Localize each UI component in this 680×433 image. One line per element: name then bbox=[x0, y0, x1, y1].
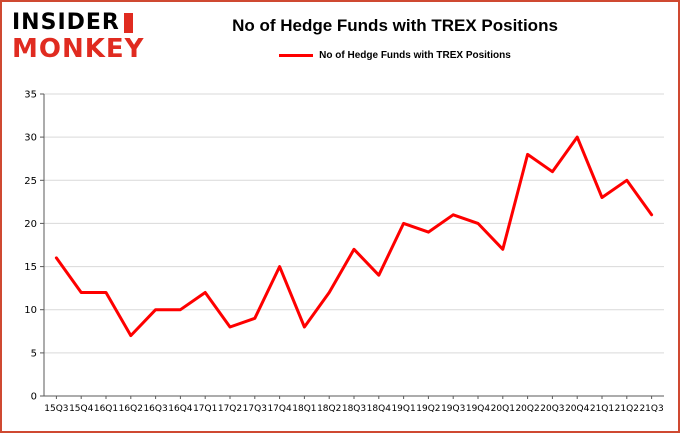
chart-title: No of Hedge Funds with TREX Positions bbox=[232, 16, 558, 35]
y-tick-label: 30 bbox=[24, 133, 37, 144]
chart-header: INSIDER MONKEY No of Hedge Funds with TR… bbox=[2, 2, 678, 84]
x-tick-label: 18Q3 bbox=[342, 404, 366, 414]
series-line bbox=[54, 135, 654, 338]
x-tick-label: 19Q3 bbox=[441, 404, 465, 414]
y-tick-label: 20 bbox=[24, 219, 37, 230]
x-tick-label: 21Q1 bbox=[590, 404, 614, 414]
x-tick-label: 17Q2 bbox=[218, 404, 242, 414]
x-tick-label: 15Q3 bbox=[44, 404, 68, 414]
logo-red-bar-icon bbox=[123, 13, 133, 33]
logo-text-monkey: MONKEY bbox=[12, 34, 145, 64]
y-tick-label: 15 bbox=[24, 262, 37, 273]
y-tick-label: 5 bbox=[31, 348, 37, 359]
x-tick-label: 18Q2 bbox=[317, 404, 341, 414]
x-tick-label: 18Q4 bbox=[367, 404, 392, 414]
x-tick-label: 16Q4 bbox=[168, 404, 193, 414]
logo-text-insider: INSIDER bbox=[12, 10, 120, 35]
y-tick-label: 0 bbox=[31, 392, 37, 403]
legend-label: No of Hedge Funds with TREX Positions bbox=[319, 50, 511, 61]
x-tick-label: 21Q3 bbox=[639, 404, 663, 414]
x-tick-label: 19Q4 bbox=[466, 404, 491, 414]
line-chart: 0 5 10 15 20 25 30 35 15Q3 15Q4 16Q1 16Q2 16Q3 16Q4 17… bbox=[8, 86, 674, 430]
x-tick-label: 15Q4 bbox=[69, 404, 94, 414]
x-tick-label: 16Q1 bbox=[94, 404, 118, 414]
x-tick-label: 20Q4 bbox=[565, 404, 590, 414]
x-tick-label: 21Q2 bbox=[615, 404, 639, 414]
x-tick-label: 18Q1 bbox=[292, 404, 316, 414]
x-tick-label: 20Q3 bbox=[540, 404, 564, 414]
x-tick-label: 19Q1 bbox=[391, 404, 415, 414]
x-tick-label: 16Q2 bbox=[119, 404, 143, 414]
y-tick-label: 10 bbox=[24, 305, 37, 316]
insider-monkey-logo: INSIDER MONKEY bbox=[12, 8, 162, 64]
x-tick-label: 20Q2 bbox=[515, 404, 539, 414]
x-tick-label: 16Q3 bbox=[143, 404, 167, 414]
x-tick-label: 19Q2 bbox=[416, 404, 440, 414]
y-tick-label: 35 bbox=[24, 90, 37, 101]
logo-row: INSIDER bbox=[12, 12, 162, 34]
x-tick-label: 20Q1 bbox=[491, 404, 515, 414]
title-block: No of Hedge Funds with TREX Positions No… bbox=[162, 8, 628, 61]
y-tick-label: 25 bbox=[24, 176, 37, 187]
chart-legend: No of Hedge Funds with TREX Positions bbox=[279, 50, 511, 61]
legend-line-swatch-icon bbox=[279, 54, 314, 57]
x-tick-label: 17Q1 bbox=[193, 404, 217, 414]
x-tick-label: 17Q4 bbox=[267, 404, 292, 414]
x-tick-label: 17Q3 bbox=[243, 404, 267, 414]
